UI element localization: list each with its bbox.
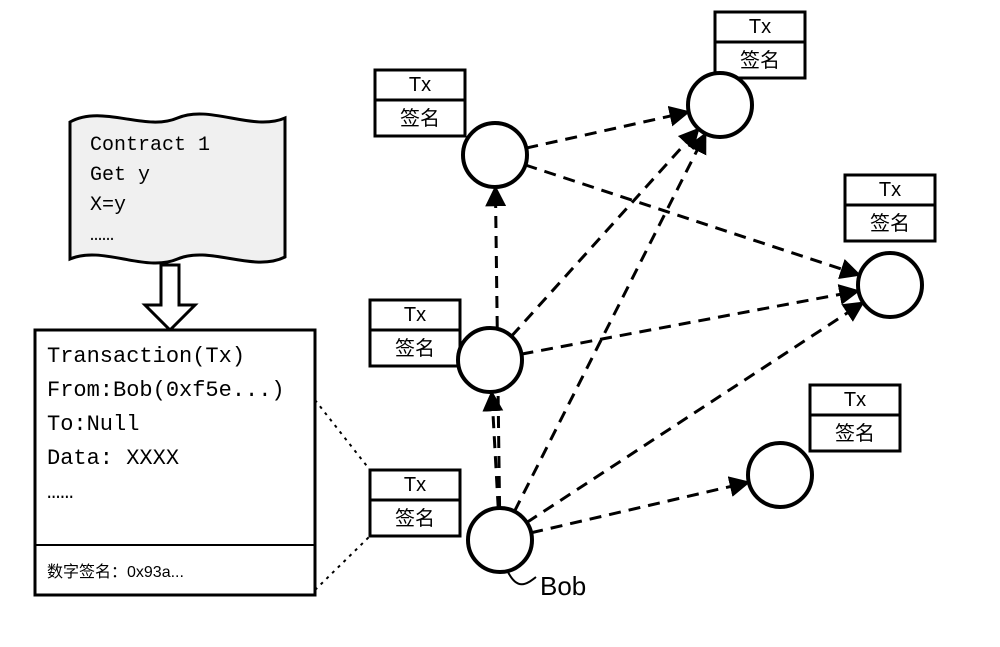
contract-line: …… bbox=[90, 224, 114, 247]
tx-body-label: 签名 bbox=[870, 212, 910, 235]
node-name-bob: Bob bbox=[540, 571, 586, 601]
edge-bob-n1 bbox=[492, 392, 498, 508]
transaction-line: Data: XXXX bbox=[47, 446, 179, 471]
tx-label-box-bob: Tx 签名 bbox=[370, 470, 460, 536]
node-n4 bbox=[858, 253, 922, 317]
tx-body-label: 签名 bbox=[400, 107, 440, 130]
contract-line: X=y bbox=[90, 194, 126, 217]
tx-header-label: Tx bbox=[879, 179, 901, 201]
arrow-contract-to-tx bbox=[145, 265, 195, 330]
transaction-line: To:Null bbox=[47, 412, 139, 437]
transaction-line: Transaction(Tx) bbox=[47, 344, 245, 369]
edge-bob-n5 bbox=[531, 482, 749, 533]
dotted-link-top bbox=[315, 400, 370, 470]
tx-label-box-n1: Tx 签名 bbox=[370, 300, 460, 366]
transaction-line: From:Bob(0xf5e...) bbox=[47, 378, 285, 403]
edge-n2-n4 bbox=[525, 165, 859, 275]
node-bob bbox=[468, 508, 532, 572]
tx-header-label: Tx bbox=[404, 304, 426, 326]
node-n1 bbox=[458, 328, 522, 392]
tx-header-label: Tx bbox=[409, 74, 431, 96]
edge-bob-n3 bbox=[514, 134, 705, 512]
node-n2 bbox=[463, 123, 527, 187]
node-leader-bob bbox=[508, 572, 536, 584]
tx-header-label: Tx bbox=[404, 474, 426, 496]
transaction-signature: 数字签名：0x93a... bbox=[47, 563, 184, 581]
edge-n2-n3 bbox=[526, 112, 689, 148]
tx-label-box-n2: Tx 签名 bbox=[375, 70, 465, 136]
contract-line: Contract 1 bbox=[90, 134, 210, 157]
tx-body-label: 签名 bbox=[395, 337, 435, 360]
node-n3 bbox=[688, 73, 752, 137]
tx-label-box-n4: Tx 签名 bbox=[845, 175, 935, 241]
transaction-line: …… bbox=[47, 480, 73, 505]
tx-body-label: 签名 bbox=[740, 49, 780, 72]
node-n5 bbox=[748, 443, 812, 507]
tx-body-label: 签名 bbox=[835, 422, 875, 445]
dotted-link-bottom bbox=[315, 536, 370, 590]
edge-n1-n3 bbox=[511, 129, 698, 336]
edge-n1-n4 bbox=[521, 291, 858, 354]
tx-header-label: Tx bbox=[749, 16, 771, 38]
tx-body-label: 签名 bbox=[395, 507, 435, 530]
tx-header-label: Tx bbox=[844, 389, 866, 411]
contract-line: Get y bbox=[90, 164, 150, 187]
tx-label-box-n5: Tx 签名 bbox=[810, 385, 900, 451]
tx-label-box-n3: Tx 签名 bbox=[715, 12, 805, 78]
